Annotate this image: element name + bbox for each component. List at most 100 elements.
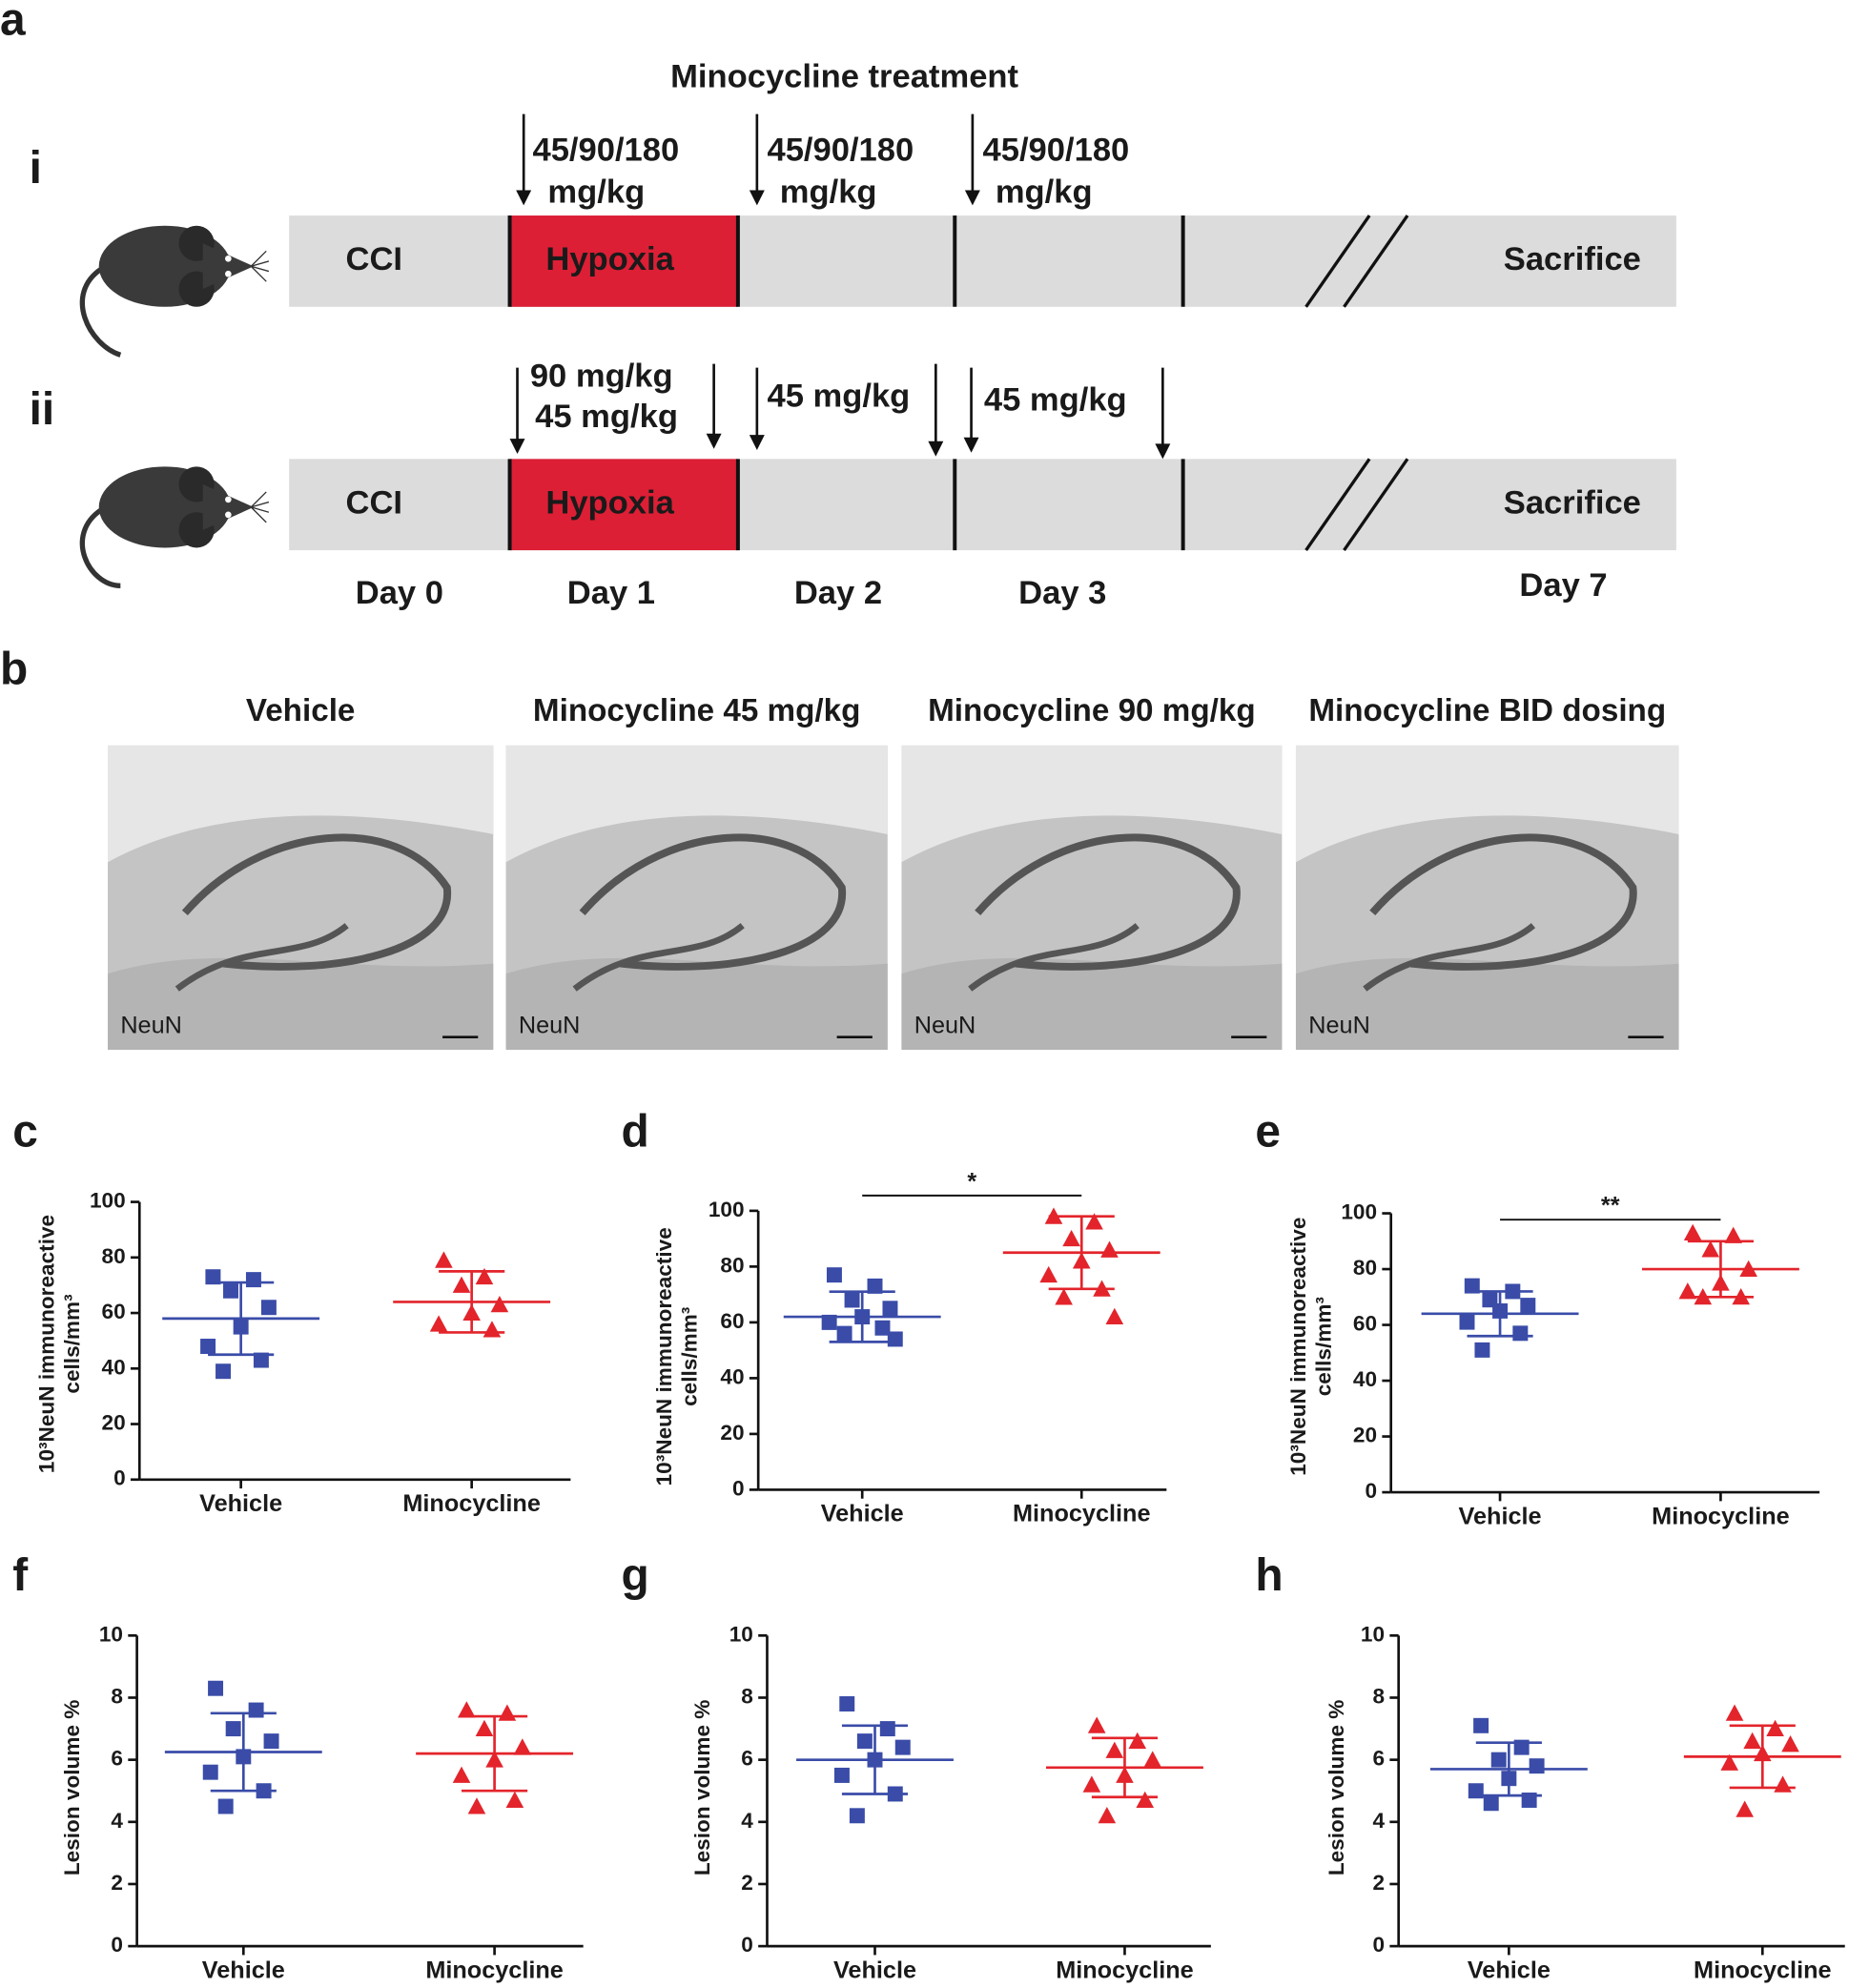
data-point [826, 1267, 842, 1283]
panel-letter: b [0, 644, 28, 694]
y-tick-label: 100 [1341, 1200, 1377, 1224]
image-title: Minocycline BID dosing [1308, 693, 1666, 728]
y-tick-label: 10 [1361, 1622, 1385, 1646]
data-point [1483, 1795, 1499, 1812]
data-point [1683, 1223, 1702, 1240]
diagram-title: Minocycline treatment [670, 59, 1018, 95]
y-tick-label: 8 [111, 1684, 123, 1708]
mouse-icon [79, 225, 270, 358]
cell-layer [579, 833, 846, 971]
day-label: Day 1 [567, 575, 655, 611]
data-point [200, 1339, 216, 1354]
data-point [887, 1786, 903, 1802]
data-point [1521, 1793, 1537, 1808]
data-point [1766, 1719, 1784, 1737]
data-point [452, 1276, 471, 1293]
x-tick-label: Vehicle [821, 1501, 904, 1527]
cell-layer [975, 833, 1241, 971]
y-axis-label: Lesion volume % [1325, 1700, 1348, 1876]
data-point [1724, 1226, 1743, 1243]
arrow-head [964, 190, 980, 206]
data-point [1678, 1282, 1697, 1300]
data-point [1736, 1800, 1754, 1817]
timeline-bar [289, 215, 1676, 307]
data-point [1781, 1735, 1799, 1752]
data-point [1529, 1758, 1545, 1774]
data-point [1098, 1806, 1117, 1824]
data-point [1105, 1741, 1124, 1758]
data-point [233, 1319, 249, 1335]
y-axis-label: cells/mm³ [60, 1294, 84, 1394]
row-label: ii [30, 384, 55, 435]
stain-label: NeuN [914, 1013, 976, 1039]
tissue-bottom [1295, 957, 1679, 1051]
y-tick-label: 40 [720, 1364, 744, 1388]
micrograph [505, 745, 888, 1051]
data-point [490, 1296, 509, 1313]
x-tick-label: Minocycline [1694, 1957, 1832, 1983]
data-point [1128, 1732, 1147, 1750]
arrow-head [1155, 443, 1171, 460]
x-tick-label: Minocycline [1652, 1503, 1790, 1529]
data-point [1093, 1280, 1111, 1297]
cell-layer [175, 923, 349, 992]
data-point [253, 1352, 269, 1368]
data-point [1712, 1274, 1730, 1291]
data-point [1739, 1260, 1757, 1278]
data-point [1143, 1751, 1162, 1768]
x-tick-label: Vehicle [199, 1490, 282, 1517]
y-axis-label: 10³NeuN immunoreactive [652, 1227, 676, 1486]
dose-label: 90 mg/kg [530, 358, 673, 394]
arrow-head [928, 441, 944, 457]
y-tick-label: 20 [102, 1411, 126, 1435]
data-point [856, 1733, 873, 1750]
x-tick-label: Vehicle [833, 1957, 916, 1983]
stain-label: NeuN [120, 1013, 182, 1039]
dose-label: 45 mg/kg [535, 399, 678, 435]
data-point [1085, 1213, 1103, 1230]
y-tick-label: 4 [1372, 1809, 1385, 1833]
arrow-head [516, 190, 532, 206]
panel-letter: e [1255, 1107, 1281, 1158]
data-point [256, 1783, 272, 1799]
data-point [844, 1292, 860, 1308]
data-point [1473, 1717, 1489, 1733]
panel-letter: f [12, 1550, 29, 1601]
data-point [1694, 1287, 1713, 1305]
arrow-head [963, 437, 979, 453]
data-point [483, 1321, 502, 1338]
arrow-head [706, 433, 722, 449]
x-tick-label: Minocycline [1013, 1501, 1151, 1527]
data-point [505, 1791, 524, 1808]
data-point [1501, 1771, 1517, 1787]
x-tick-label: Vehicle [202, 1957, 285, 1983]
segment-label: Sacrifice [1504, 241, 1641, 277]
tissue-bottom [108, 957, 494, 1051]
y-tick-label: 60 [720, 1309, 744, 1333]
y-tick-label: 0 [1372, 1933, 1385, 1957]
timeline-bar [289, 459, 1676, 551]
segment-label: Hypoxia [545, 241, 674, 277]
y-tick-label: 0 [111, 1933, 123, 1957]
data-point [1468, 1783, 1484, 1799]
data-point [1774, 1775, 1792, 1793]
data-point [867, 1278, 883, 1294]
panel-letter: d [622, 1107, 649, 1158]
dose-label: 45 mg/kg [984, 382, 1127, 419]
data-point [1082, 1775, 1101, 1793]
data-point [894, 1739, 911, 1755]
y-tick-label: 0 [732, 1476, 745, 1500]
tissue-bottom [901, 957, 1283, 1051]
data-point [1732, 1287, 1751, 1305]
y-tick-label: 0 [113, 1466, 126, 1490]
tissue-top [901, 745, 1283, 863]
data-point [1087, 1716, 1106, 1733]
data-point [462, 1303, 481, 1322]
mouse-icons [79, 225, 270, 588]
data-point [821, 1314, 837, 1330]
data-point [1474, 1342, 1490, 1358]
y-tick-label: 8 [1372, 1684, 1385, 1708]
data-point [245, 1272, 261, 1288]
y-tick-label: 20 [1353, 1424, 1377, 1447]
y-tick-label: 80 [102, 1244, 126, 1268]
